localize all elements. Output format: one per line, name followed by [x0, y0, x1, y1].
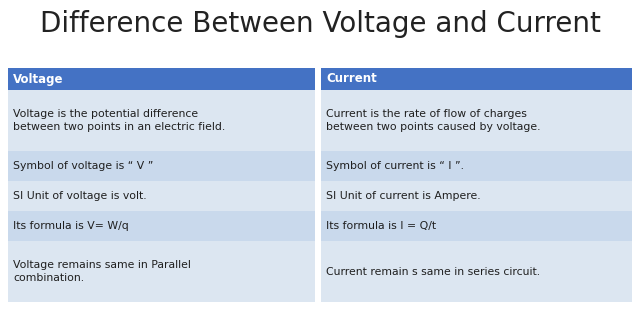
Bar: [321, 241, 632, 302]
Text: Current: Current: [326, 73, 377, 86]
Text: Its formula is I = Q/t: Its formula is I = Q/t: [326, 221, 436, 231]
Bar: [321, 68, 632, 90]
Text: Current is the rate of flow of charges
between two points caused by voltage.: Current is the rate of flow of charges b…: [326, 109, 541, 132]
Text: Voltage: Voltage: [13, 73, 63, 86]
Text: Difference Between Voltage and Current: Difference Between Voltage and Current: [40, 10, 600, 38]
Bar: [321, 211, 632, 241]
Text: SI Unit of voltage is volt.: SI Unit of voltage is volt.: [13, 191, 147, 201]
Text: Current remain s same in series circuit.: Current remain s same in series circuit.: [326, 267, 540, 277]
Bar: [8, 241, 315, 302]
Text: Symbol of current is “ I ”.: Symbol of current is “ I ”.: [326, 161, 464, 171]
Text: Voltage is the potential difference
between two points in an electric field.: Voltage is the potential difference betw…: [13, 109, 225, 132]
Bar: [8, 68, 315, 90]
Bar: [8, 150, 315, 181]
Bar: [321, 90, 632, 150]
Bar: [321, 150, 632, 181]
Bar: [8, 181, 315, 211]
Bar: [8, 211, 315, 241]
Bar: [321, 181, 632, 211]
Text: Its formula is V= W/q: Its formula is V= W/q: [13, 221, 129, 231]
Bar: [8, 90, 315, 150]
Text: Voltage remains same in Parallel
combination.: Voltage remains same in Parallel combina…: [13, 260, 191, 283]
Text: SI Unit of current is Ampere.: SI Unit of current is Ampere.: [326, 191, 481, 201]
Text: Symbol of voltage is “ V ”: Symbol of voltage is “ V ”: [13, 161, 154, 171]
